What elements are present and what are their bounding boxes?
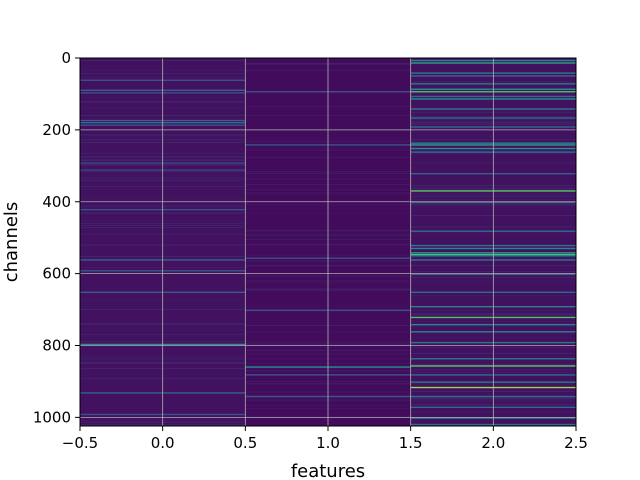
x-tick-label: 1.0 bbox=[316, 434, 340, 452]
y-tick-label: 0 bbox=[61, 49, 71, 67]
x-axis: −0.5 0.0 0.5 1.0 1.5 2.0 2.5 bbox=[62, 426, 588, 452]
x-tick-label: 2.0 bbox=[481, 434, 505, 452]
x-tick-label: 1.5 bbox=[399, 434, 423, 452]
y-tick-label: 600 bbox=[42, 265, 71, 283]
x-tick-label: −0.5 bbox=[62, 434, 98, 452]
y-axis-label: channels bbox=[1, 202, 22, 283]
x-tick-label: 0.0 bbox=[151, 434, 175, 452]
y-tick-label: 800 bbox=[42, 337, 71, 355]
x-tick-label: 2.5 bbox=[564, 434, 588, 452]
y-tick-label: 1000 bbox=[33, 408, 71, 426]
x-axis-label: features bbox=[291, 461, 365, 480]
y-axis: 0 200 400 600 800 1000 bbox=[33, 49, 80, 426]
y-tick-label: 200 bbox=[42, 121, 71, 139]
y-tick-label: 400 bbox=[42, 193, 71, 211]
x-tick-label: 0.5 bbox=[233, 434, 257, 452]
